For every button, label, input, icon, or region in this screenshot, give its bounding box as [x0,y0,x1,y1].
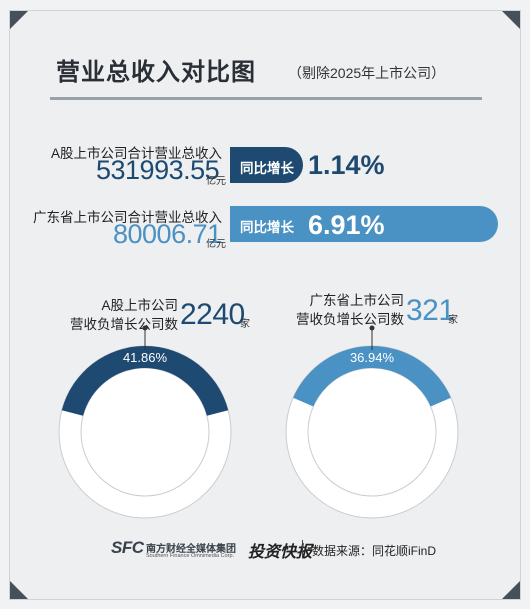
donut-count-a-share: 2240 [180,298,245,331]
donut-segment-0 [61,346,229,416]
footer-divider [302,540,303,558]
growth-tag-guangdong: 同比增长 [240,220,294,235]
donut-label-a-share: A股上市公司 营收负增长公司数 [70,296,178,334]
metric-label-a-share: A股上市公司合计营业总收入 [50,146,222,161]
donut-percent-label-1: 36.94% [350,350,395,365]
metric-unit-a-share: 亿元 [206,176,226,187]
chart-subtitle: （剔除2025年上市公司） [288,65,446,81]
metric-label-guangdong: 广东省上市公司合计营业总收入 [33,210,222,225]
corner-decoration-top-left [10,11,28,29]
donut-label-guangdong-line2: 营收负增长公司数 [296,312,404,327]
donut-label-guangdong-line1: 广东省上市公司 [309,293,405,308]
donut-hole-1 [307,367,437,497]
corner-decoration-bottom-left [10,581,28,599]
growth-value-guangdong: 6.91% [308,210,385,240]
donut-label-a-share-line2: 营收负增长公司数 [70,317,178,332]
growth-bar-a-share: 同比增长 [230,147,304,183]
sfc-logo: SFC [111,538,144,557]
donut-segment-1 [293,346,451,407]
donut-unit-a-share: 家 [240,319,250,330]
corner-decoration-top-right [502,11,520,29]
growth-bar-guangdong: 同比增长 [230,206,498,242]
donut-label-a-share-line1: A股上市公司 [101,298,178,313]
data-source: 数据来源：同花顺iFinD [312,544,437,558]
donut-label-guangdong: 广东省上市公司 营收负增长公司数 [296,291,404,329]
group-name-en: Southern Finance Omnimedia Corp. [146,553,235,559]
donut-count-guangdong: 321 [406,294,455,327]
donut-pointer-dot-1 [369,325,375,331]
donut-percent-label-0: 41.86% [123,350,168,365]
title-divider [50,97,482,100]
donut-hole-0 [80,367,210,497]
growth-value-a-share: 1.14% [308,150,385,180]
brand-logo: 投资快报 [248,542,313,561]
donut-pointer-dot-0 [142,325,148,331]
metric-value-a-share: 531993.55 [96,155,220,185]
growth-tag-a-share: 同比增长 [240,161,294,176]
chart-title: 营业总收入对比图 [56,57,256,86]
corner-decoration-bottom-right [502,581,520,599]
group-name: 南方财经全媒体集团 [146,544,236,555]
donut-unit-guangdong: 家 [448,315,458,326]
metric-unit-guangdong: 亿元 [206,239,226,250]
metric-value-guangdong: 80006.71 [113,219,222,249]
